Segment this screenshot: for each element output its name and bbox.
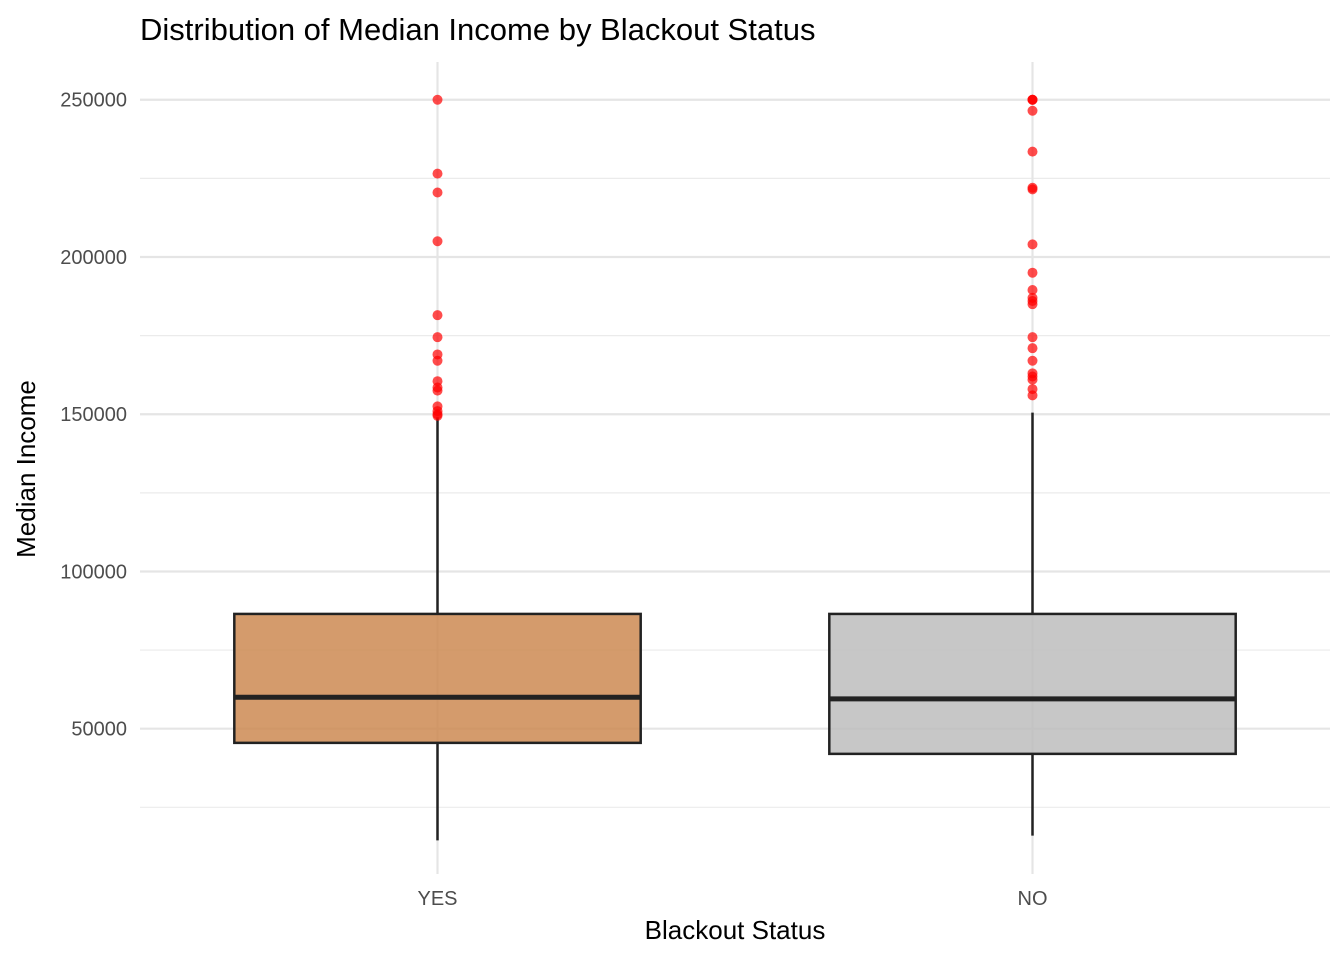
outlier-point bbox=[1027, 390, 1038, 401]
box-yes bbox=[233, 612, 642, 745]
y-tick-label: 150000 bbox=[60, 404, 127, 426]
outlier-point bbox=[1027, 184, 1038, 195]
y-tick-label: 250000 bbox=[60, 90, 127, 112]
outlier-point bbox=[432, 355, 443, 366]
outlier-point bbox=[1027, 299, 1038, 310]
outlier-point bbox=[1027, 146, 1038, 157]
box-group bbox=[233, 412, 1237, 841]
y-axis-tick-labels: 50000 100000 150000 200000 250000 bbox=[60, 90, 127, 741]
outlier-point bbox=[1027, 267, 1038, 278]
outlier-point bbox=[1027, 374, 1038, 385]
outlier-point bbox=[432, 94, 443, 105]
outlier-point bbox=[432, 168, 443, 179]
outlier-point bbox=[432, 187, 443, 198]
y-axis-title: Median Income bbox=[11, 380, 41, 558]
outlier-point bbox=[432, 410, 443, 421]
outlier-point bbox=[432, 385, 443, 396]
y-tick-label: 100000 bbox=[60, 561, 127, 583]
outlier-point bbox=[1027, 332, 1038, 343]
outlier-point bbox=[1027, 94, 1038, 105]
x-axis-title: Blackout Status bbox=[645, 915, 826, 945]
outlier-point bbox=[1027, 343, 1038, 354]
outlier-point bbox=[1027, 239, 1038, 250]
outlier-point bbox=[1027, 105, 1038, 116]
outlier-points bbox=[432, 94, 1038, 421]
outlier-point bbox=[432, 310, 443, 321]
y-tick-label: 200000 bbox=[60, 247, 127, 269]
box-no bbox=[828, 612, 1237, 756]
x-tick-label: NO bbox=[1018, 888, 1048, 910]
outlier-point bbox=[432, 332, 443, 343]
x-axis-tick-labels: YES NO bbox=[417, 888, 1047, 910]
outlier-point bbox=[1027, 285, 1038, 296]
chart-title: Distribution of Median Income by Blackou… bbox=[140, 12, 815, 47]
y-tick-label: 50000 bbox=[71, 719, 127, 741]
outlier-point bbox=[432, 236, 443, 247]
outlier-point bbox=[1027, 355, 1038, 366]
x-tick-label: YES bbox=[417, 888, 457, 910]
